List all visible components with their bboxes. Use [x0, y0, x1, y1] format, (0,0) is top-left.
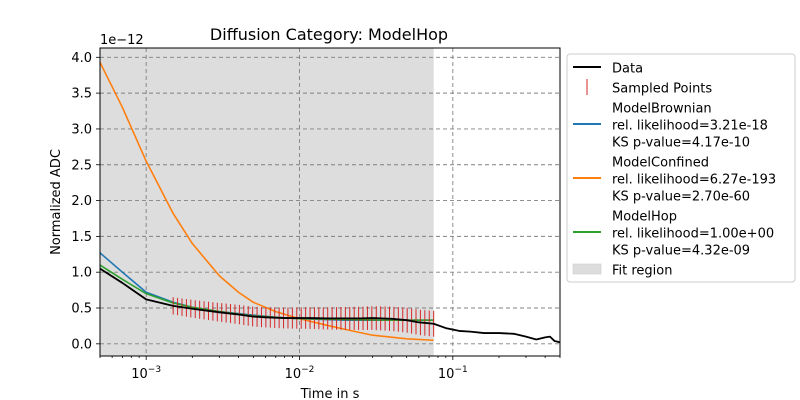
plot-frame: [99, 47, 561, 357]
y-tick-label: 3.0: [71, 122, 92, 137]
legend: Data Sampled Points ModelBrownian rel. like…: [566, 53, 796, 283]
chart-title: Diffusion Category: ModelHop: [210, 25, 448, 44]
legend-label-data: Data: [612, 62, 643, 77]
y-tick-label: 3.5: [71, 87, 92, 102]
legend-label-sampled-points: Sampled Points: [612, 82, 712, 97]
y-tick-label: 1.0: [71, 266, 92, 281]
x-tick-label: 10−1: [438, 365, 468, 382]
legend-swatch-fit-region: [572, 263, 602, 275]
legend-stat-modelhop: KS p-value=4.32e-09: [612, 244, 750, 259]
legend-stat-modelbrownian: rel. likelihood=3.21e-18: [612, 119, 768, 134]
y-tick-label: 0.5: [71, 302, 92, 317]
legend-label-modelbrownian: ModelBrownian: [612, 102, 712, 117]
fit-region: [100, 48, 434, 356]
y-tick-label: 2.0: [71, 194, 92, 209]
y-tick-label: 1.5: [71, 230, 92, 245]
y-tick-label: 2.5: [71, 158, 92, 173]
x-axis-label: Time in s: [300, 387, 360, 400]
y-axis-label: Normalized ADC: [49, 149, 64, 255]
y-axis-multiplier: 1e−12: [100, 33, 144, 48]
legend-stat-modelconfined: rel. likelihood=6.27e-193: [612, 173, 776, 188]
legend-label-modelconfined: ModelConfined: [612, 156, 709, 171]
legend-label-fit-region: Fit region: [612, 264, 673, 279]
y-tick-label: 0.0: [71, 337, 92, 352]
y-tick-label: 4.0: [71, 51, 92, 66]
series-line-data: [99, 267, 561, 344]
legend-stat-modelconfined: KS p-value=2.70e-60: [612, 190, 750, 205]
x-tick-label: 10−3: [131, 365, 161, 382]
legend-stat-modelhop: rel. likelihood=1.00e+00: [612, 227, 774, 242]
series-line-modelconfined: [99, 61, 434, 342]
legend-box: [566, 53, 796, 283]
legend-label-modelhop: ModelHop: [612, 210, 677, 225]
legend-stat-modelbrownian: KS p-value=4.17e-10: [612, 136, 750, 151]
x-tick-label: 10−2: [285, 365, 315, 382]
